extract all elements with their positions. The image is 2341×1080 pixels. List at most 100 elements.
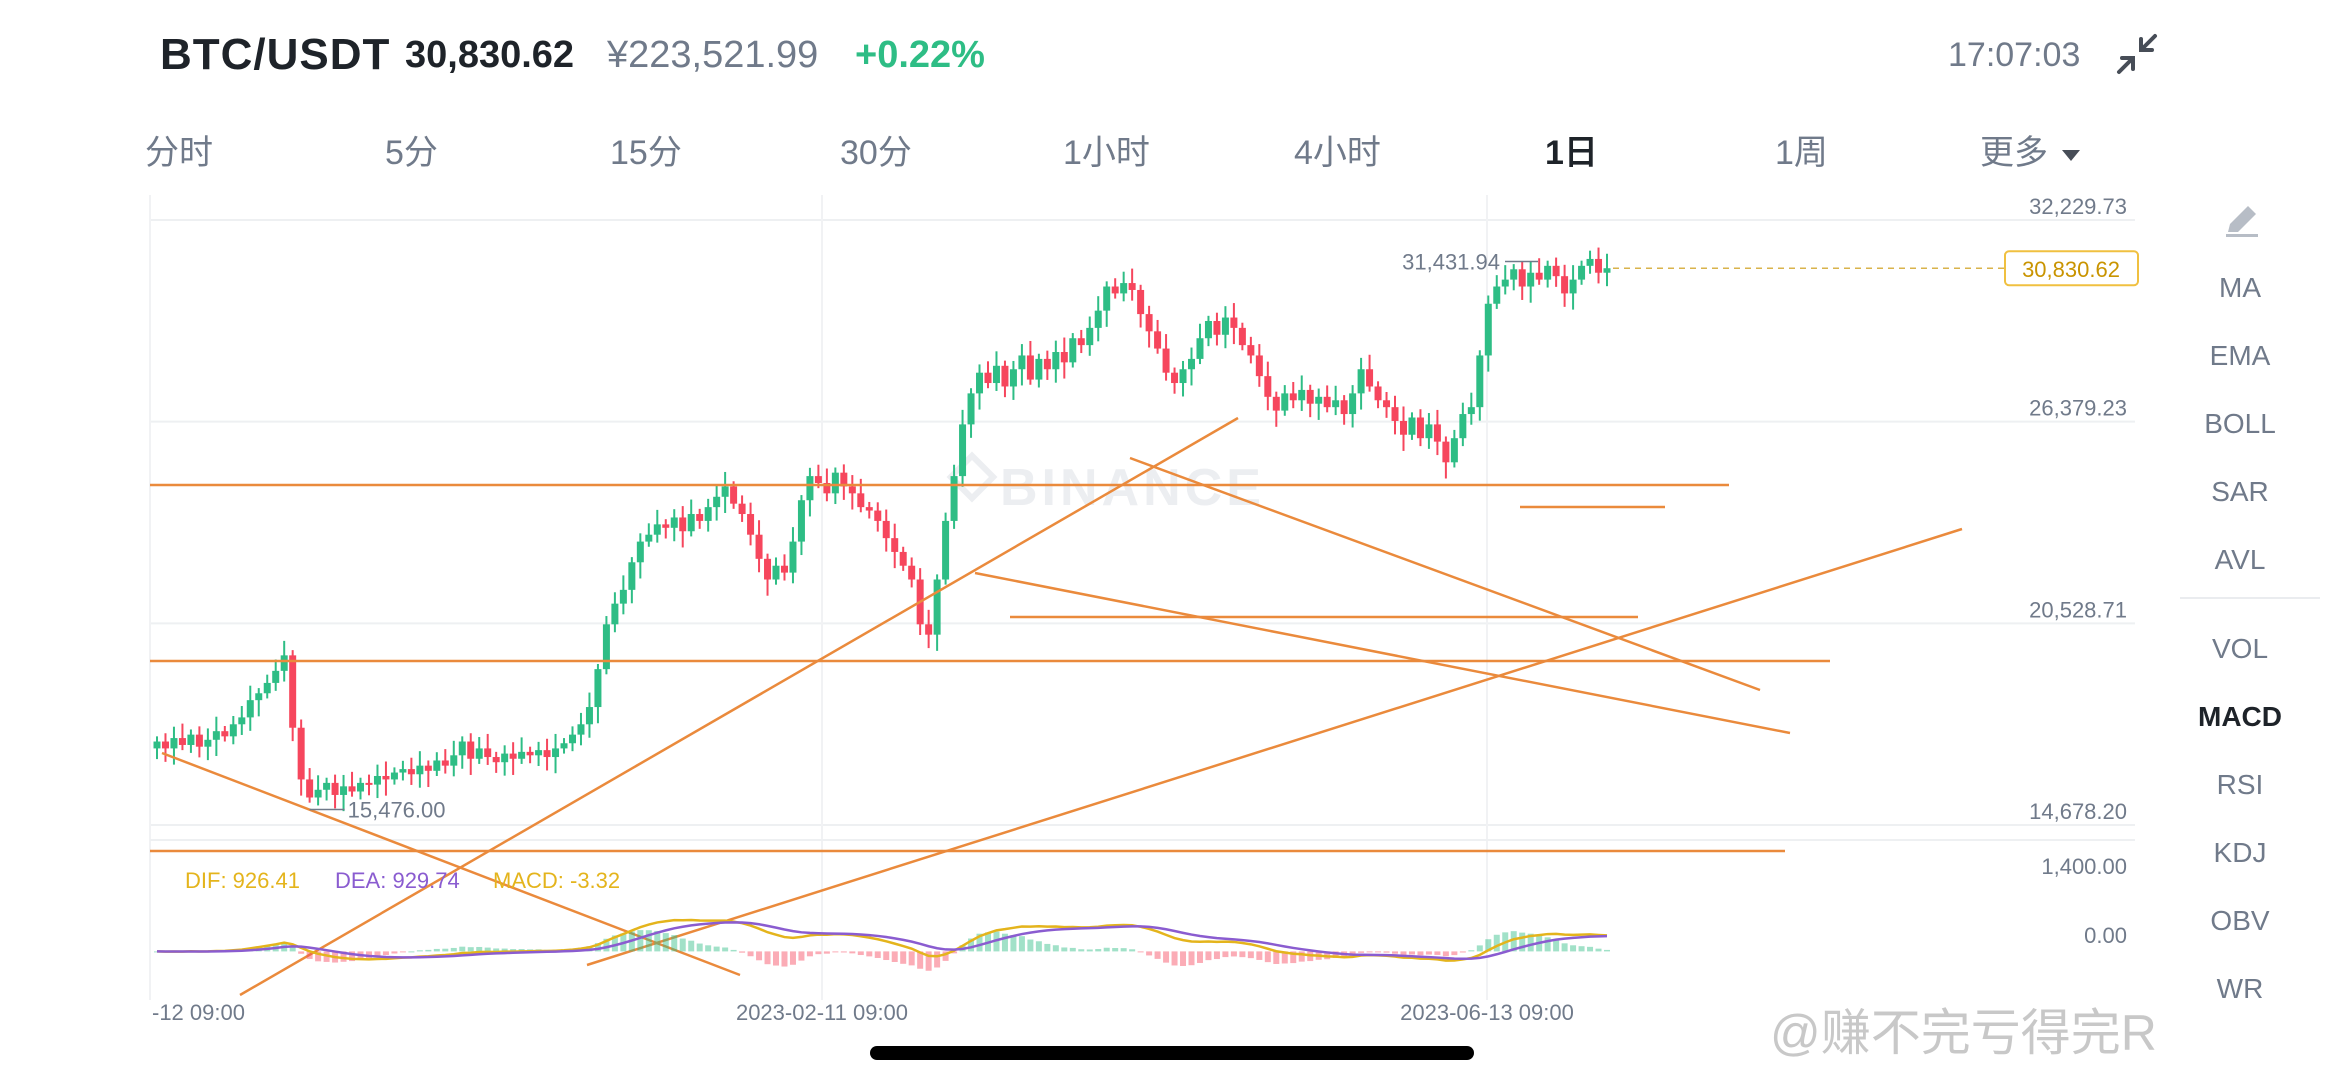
time-axis-label: -12 09:00 [152, 1000, 245, 1025]
candle-body [1425, 424, 1433, 439]
macd-hist-bar [315, 951, 322, 962]
indicator-rsi[interactable]: RSI [2216, 769, 2264, 800]
indicator-wr[interactable]: WR [2216, 973, 2264, 1004]
macd-hist-bar [1188, 951, 1195, 966]
macd-hist-bar [1273, 951, 1280, 964]
candle-body [1493, 286, 1501, 304]
candlestick-chart[interactable]: BINANCE 30,830.62 31,431.94 15,476.00 32,229… [0, 185, 2180, 1045]
macd-hist-bar [493, 948, 500, 952]
candle-body [1213, 320, 1221, 335]
macd-hist-bar [1485, 939, 1492, 952]
macd-hist-bar [1001, 933, 1008, 952]
candle-body [984, 372, 992, 384]
macd-hist-bar [306, 951, 313, 959]
candle-body [611, 603, 619, 625]
macd-hist-bar [908, 951, 915, 966]
indicator-vol[interactable]: VOL [2211, 633, 2269, 664]
candle-body [543, 750, 551, 758]
indicator-ma[interactable]: MA [2219, 272, 2261, 303]
macd-hist-bar [1570, 945, 1577, 952]
tab-1w[interactable]: 1周 [1775, 125, 1828, 174]
candle-body [755, 534, 763, 559]
tab-5m[interactable]: 5分 [385, 125, 438, 174]
indicator-avl[interactable]: AVL [2214, 544, 2266, 575]
tab-timeline[interactable]: 分时 [145, 125, 213, 174]
candle-body [255, 693, 263, 701]
macd-hist-bar [594, 943, 601, 952]
candle-body [221, 731, 229, 737]
candle-body [373, 775, 381, 785]
collapse-fullscreen-icon[interactable] [2115, 32, 2159, 76]
macd-hist-bar [773, 951, 780, 966]
macd-hist-bar [739, 951, 746, 953]
tab-label: 分时 [145, 134, 213, 172]
candle-body [314, 789, 322, 798]
macd-hist-bar [1264, 951, 1271, 963]
candle-body [704, 507, 712, 521]
candle-body [797, 500, 805, 542]
macd-hist-bar [1553, 939, 1560, 952]
macd-hist-bar [815, 951, 822, 955]
tab-30m[interactable]: 30分 [840, 125, 912, 174]
home-indicator[interactable] [870, 1046, 1474, 1060]
macd-hist-bar [722, 947, 729, 952]
indicator-obv[interactable]: OBV [2210, 905, 2270, 936]
pencil-draw-icon[interactable] [2222, 200, 2262, 240]
candle-body [1510, 269, 1518, 280]
indicator-macd[interactable]: MACD [2198, 701, 2282, 732]
candle-body [416, 765, 424, 775]
candle-body [195, 734, 203, 747]
candle-body [357, 782, 365, 792]
price-change-percent: +0.22% [855, 34, 985, 76]
candle-body [865, 507, 873, 511]
candle-body [535, 750, 543, 756]
candle-body [1179, 369, 1187, 384]
candle-body [619, 589, 627, 604]
tab-label: 5分 [385, 134, 438, 172]
macd-hist-bar [1052, 945, 1059, 952]
candle-body [679, 517, 687, 532]
interval-tabs: 分时 5分 15分 30分 1小时 4小时 1日 1周 更多 [0, 125, 2341, 185]
macd-hist-bar [1604, 949, 1610, 952]
candle-body [1357, 369, 1365, 394]
macd-hist-bar [289, 947, 296, 952]
macd-hist-bar [611, 935, 618, 952]
macd-hist-bar [1587, 946, 1594, 952]
macd-hist-bar [832, 951, 839, 953]
candle-body [340, 786, 348, 795]
tab-4h[interactable]: 4小时 [1294, 125, 1381, 174]
indicator-sar[interactable]: SAR [2211, 476, 2269, 507]
tab-1h[interactable]: 1小时 [1063, 125, 1150, 174]
candle-body [246, 700, 254, 718]
macd-hist-bar [1196, 951, 1203, 963]
macd-hist-bar [1332, 951, 1339, 959]
candle-body [153, 741, 161, 749]
candle-body [560, 743, 568, 749]
macd-hist-bar [391, 951, 398, 954]
indicator-kdj[interactable]: KDJ [2213, 837, 2267, 868]
candle-body [602, 624, 610, 670]
macd-axis-label: 0.00 [2084, 923, 2127, 948]
tab-15m[interactable]: 15分 [610, 125, 682, 174]
macd-hist-bar [1392, 951, 1399, 954]
tab-1d[interactable]: 1日 [1545, 125, 1598, 174]
candle-body [1383, 400, 1391, 408]
pair-symbol[interactable]: BTC/USDT [160, 30, 391, 79]
tab-more[interactable]: 更多 [1980, 125, 2080, 174]
macd-hist-bar [1078, 949, 1085, 952]
candle-body [178, 738, 186, 745]
indicator-ema[interactable]: EMA [2209, 340, 2271, 371]
macd-hist-bar [857, 951, 864, 956]
candle-body [390, 772, 398, 780]
candle-body [1484, 303, 1492, 356]
candle-body [577, 724, 585, 735]
candle-body [1518, 269, 1526, 287]
candle-body [441, 760, 449, 766]
macd-hist-bar [671, 935, 678, 952]
macd-hist-bar [1358, 951, 1365, 953]
candle-body [891, 538, 899, 552]
candle-body [297, 727, 305, 780]
indicator-boll[interactable]: BOLL [2204, 408, 2276, 439]
macd-hist-bar [705, 945, 712, 952]
caret-down-icon [2062, 149, 2080, 161]
